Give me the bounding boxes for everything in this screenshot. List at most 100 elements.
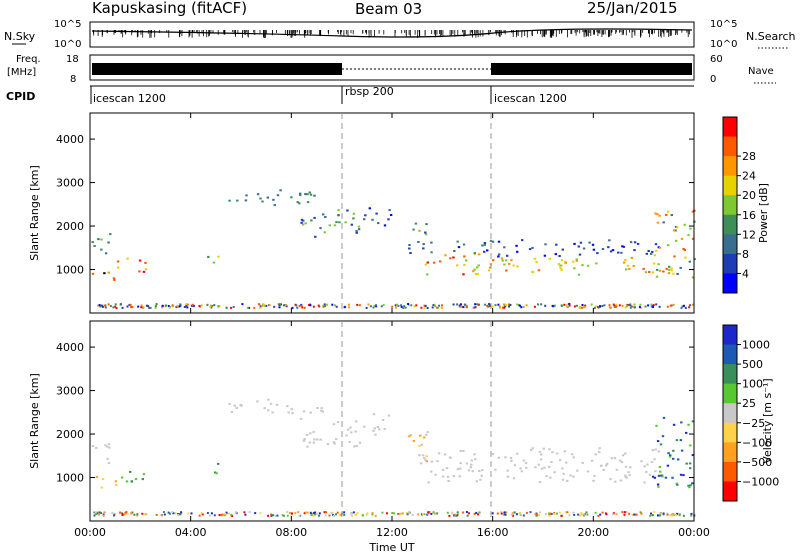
scatter-cell: [688, 462, 692, 465]
scatter-cell: [101, 478, 105, 480]
scatter-cell: [165, 304, 167, 307]
scatter-cell: [210, 304, 212, 307]
scatter-cell: [326, 443, 330, 446]
scatter-cell: [253, 306, 256, 309]
xtick-label: 16:00: [477, 526, 509, 539]
scatter-cell: [400, 513, 402, 516]
scatter-cell: [465, 259, 468, 262]
scatter-cell: [503, 306, 506, 309]
scatter-cell: [346, 209, 349, 212]
scatter-cell: [630, 305, 633, 308]
scatter-cell: [303, 306, 306, 309]
scatter-cell: [228, 199, 231, 202]
xtick-label: 00:00: [678, 526, 710, 539]
scatter-cell: [456, 303, 459, 306]
cpid-seg-2: rbsp 200: [345, 85, 394, 98]
scatter-cell: [558, 459, 562, 462]
scatter-cell: [540, 303, 543, 306]
scatter-cell: [659, 470, 662, 473]
scatter-cell: [549, 512, 552, 515]
scatter-cell: [112, 277, 116, 280]
scatter-cell: [467, 512, 470, 515]
scatter-cell: [487, 305, 490, 308]
scatter-cell: [668, 265, 671, 268]
scatter-cell: [426, 307, 429, 309]
scatter-cell: [276, 514, 279, 517]
scatter-cell: [145, 513, 148, 516]
scatter-cell: [471, 470, 474, 473]
scatter-cell: [543, 466, 546, 469]
scatter-cell: [670, 267, 673, 270]
scatter-cell: [538, 514, 540, 517]
scatter-cell: [535, 513, 538, 516]
scatter-cell: [104, 252, 108, 255]
colorbar-tick: −25: [742, 417, 765, 430]
scatter-cell: [408, 435, 411, 438]
scatter-cell: [505, 304, 508, 307]
scatter-cell: [452, 475, 455, 478]
scatter-cell: [106, 457, 109, 460]
scatter-cell: [688, 486, 691, 489]
scatter-cell: [525, 511, 528, 514]
scatter-cell: [391, 305, 394, 308]
scatter-cell: [425, 433, 428, 436]
scatter-cell: [570, 453, 574, 456]
scatter-cell: [217, 305, 220, 308]
scatter-cell: [433, 303, 436, 306]
scatter-cell: [644, 305, 647, 308]
scatter-cell: [305, 433, 309, 436]
scatter-cell: [586, 470, 590, 473]
scatter-cell: [430, 251, 433, 254]
colorbar-tick: −1000: [742, 475, 779, 488]
scatter-cell: [657, 474, 661, 477]
colorbar-band: [723, 175, 737, 196]
scatter-cell: [447, 480, 450, 482]
scatter-cell: [501, 259, 504, 262]
scatter-cell: [568, 303, 571, 305]
scatter-cell: [414, 222, 418, 225]
ytick-label: 1000: [56, 472, 84, 485]
scatter-cell: [425, 223, 428, 226]
scatter-cell: [123, 513, 126, 516]
scatter-cell: [691, 210, 695, 213]
scatter-cell: [279, 189, 282, 192]
scatter-cell: [583, 306, 586, 309]
scatter-cell: [418, 454, 421, 457]
scatter-cell: [91, 445, 95, 448]
scatter-cell: [499, 306, 501, 309]
scatter-cell: [426, 513, 429, 516]
scatter-cell: [481, 469, 484, 472]
scatter-cell: [667, 272, 671, 275]
scatter-cell: [374, 433, 377, 436]
scatter-cell: [685, 462, 688, 465]
freq-tick-bottom: 8: [70, 74, 76, 85]
colorbar-band: [723, 273, 737, 294]
scatter-cell: [557, 263, 561, 266]
scatter-cell: [555, 243, 558, 246]
scatter-cell: [680, 237, 684, 240]
scatter-cell: [155, 513, 158, 516]
scatter-cell: [693, 258, 696, 261]
scatter-cell: [113, 514, 115, 517]
scatter-cell: [336, 511, 339, 514]
scatter-cell: [629, 466, 632, 469]
nsky-right-tick-top: 10^5: [710, 19, 737, 30]
scatter-cell: [540, 467, 544, 470]
scatter-cell: [381, 511, 384, 514]
scatter-cell: [648, 271, 651, 273]
scatter-cell: [309, 432, 312, 435]
scatter-cell: [138, 259, 142, 262]
scatter-cell: [408, 244, 411, 246]
scatter-cell: [522, 514, 525, 517]
scatter-cell: [598, 447, 601, 450]
scatter-cell: [217, 462, 220, 465]
scatter-cell: [602, 468, 605, 471]
scatter-cell: [506, 254, 509, 257]
scatter-cell: [309, 411, 312, 414]
scatter-cell: [134, 478, 138, 481]
scatter-cell: [377, 222, 380, 225]
scatter-cell: [262, 303, 265, 306]
scatter-cell: [121, 514, 124, 516]
scatter-cell: [221, 513, 224, 516]
scatter-cell: [672, 303, 675, 306]
